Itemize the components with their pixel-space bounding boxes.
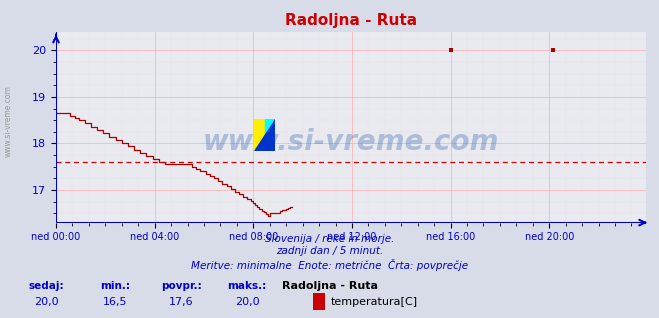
Text: Slovenija / reke in morje.: Slovenija / reke in morje. — [265, 234, 394, 244]
Polygon shape — [254, 119, 265, 151]
Text: 20,0: 20,0 — [235, 297, 260, 307]
Text: maks.:: maks.: — [227, 281, 267, 291]
Text: temperatura[C]: temperatura[C] — [331, 297, 418, 307]
Text: www.si-vreme.com: www.si-vreme.com — [3, 85, 13, 157]
Text: 17,6: 17,6 — [169, 297, 194, 307]
Text: povpr.:: povpr.: — [161, 281, 202, 291]
Text: min.:: min.: — [100, 281, 130, 291]
Text: Radoljna - Ruta: Radoljna - Ruta — [281, 281, 378, 291]
Text: 20,0: 20,0 — [34, 297, 59, 307]
Text: zadnji dan / 5 minut.: zadnji dan / 5 minut. — [276, 246, 383, 256]
Polygon shape — [265, 119, 275, 151]
Text: Meritve: minimalne  Enote: metrične  Črta: povprečje: Meritve: minimalne Enote: metrične Črta:… — [191, 259, 468, 271]
Text: 16,5: 16,5 — [103, 297, 128, 307]
Text: www.si-vreme.com: www.si-vreme.com — [203, 128, 499, 156]
Title: Radoljna - Ruta: Radoljna - Ruta — [285, 13, 417, 28]
Text: sedaj:: sedaj: — [28, 281, 64, 291]
Polygon shape — [254, 119, 275, 151]
